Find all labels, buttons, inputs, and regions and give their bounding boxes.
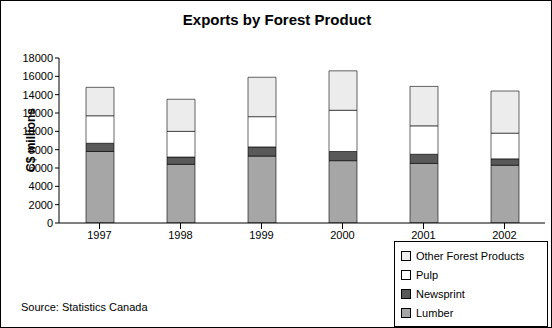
svg-text:12000: 12000 (22, 107, 53, 119)
svg-text:1999: 1999 (249, 229, 273, 241)
svg-text:10000: 10000 (22, 125, 53, 137)
svg-text:2002: 2002 (492, 229, 516, 241)
svg-text:18000: 18000 (22, 52, 53, 64)
svg-text:6000: 6000 (29, 162, 53, 174)
svg-text:8000: 8000 (29, 144, 53, 156)
svg-text:2000: 2000 (29, 199, 53, 211)
svg-text:14000: 14000 (22, 89, 53, 101)
svg-text:16000: 16000 (22, 70, 53, 82)
svg-text:2000: 2000 (330, 229, 354, 241)
svg-text:2001: 2001 (411, 229, 435, 241)
svg-text:4000: 4000 (29, 180, 53, 192)
svg-text:1998: 1998 (168, 229, 192, 241)
svg-text:1997: 1997 (87, 229, 111, 241)
svg-text:0: 0 (47, 217, 53, 229)
